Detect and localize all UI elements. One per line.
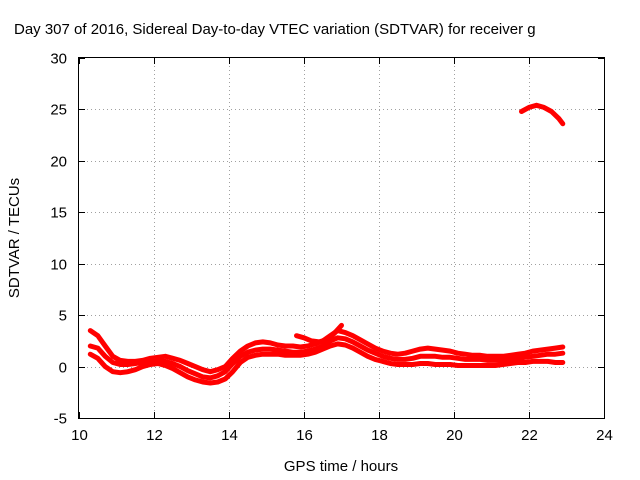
y-tick-labels: -5 0 5 10 15 20 25 30 (50, 51, 67, 428)
x-tick-label: 20 (446, 427, 463, 444)
y-tick-label: 25 (50, 102, 67, 119)
y-tick-label: 15 (50, 205, 67, 222)
x-tick-label: 10 (71, 427, 88, 444)
tick-marks (79, 58, 605, 419)
y-tick-label: 20 (50, 154, 67, 171)
series-arc-middle (87, 335, 566, 381)
plot-frame (78, 57, 605, 419)
y-tick-label: -5 (54, 411, 67, 428)
x-axis-label: GPS time / hours (284, 458, 398, 475)
series-arc-spike (294, 322, 344, 345)
x-tick-label: 12 (146, 427, 163, 444)
x-tick-labels: 10 12 14 16 18 20 22 24 (71, 427, 613, 444)
y-tick-label: 0 (59, 360, 67, 377)
y-tick-label: 10 (50, 257, 67, 274)
y-tick-label: 5 (59, 308, 67, 325)
series-arc-high (519, 102, 566, 127)
x-tick-label: 24 (596, 427, 613, 444)
data-series (87, 102, 566, 386)
series-arc-lower (87, 341, 566, 386)
chart-title: Day 307 of 2016, Sidereal Day-to-day VTE… (14, 21, 536, 38)
y-tick-label: 30 (50, 51, 67, 68)
x-tick-label: 18 (371, 427, 388, 444)
y-axis-label: SDTVAR / TECUs (6, 178, 23, 298)
x-tick-label: 22 (521, 427, 538, 444)
x-tick-label: 16 (296, 427, 313, 444)
x-tick-label: 14 (221, 427, 238, 444)
